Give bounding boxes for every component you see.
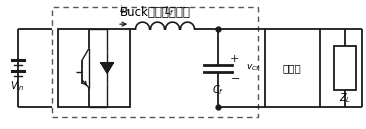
Text: $Z_L$: $Z_L$: [339, 91, 351, 105]
Bar: [265, 29, 320, 107]
Text: $-$: $-$: [230, 72, 240, 82]
Bar: [334, 46, 356, 90]
Text: +: +: [230, 54, 240, 64]
Text: 逆变器: 逆变器: [283, 63, 302, 73]
Text: $i_{Lf}$: $i_{Lf}$: [119, 4, 130, 16]
Polygon shape: [101, 63, 113, 73]
Text: $C_f$: $C_f$: [212, 83, 224, 97]
Text: $L_f$: $L_f$: [164, 4, 174, 18]
Text: $v_{Cf}$: $v_{Cf}$: [246, 63, 261, 73]
Text: Buck类直流变换器: Buck类直流变换器: [120, 6, 190, 19]
Text: $V_{in}$: $V_{in}$: [10, 79, 25, 93]
Bar: [52, 7, 258, 117]
Bar: [58, 29, 130, 107]
